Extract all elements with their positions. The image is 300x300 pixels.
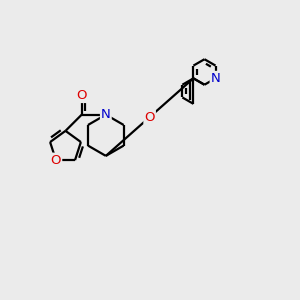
Text: O: O [144, 111, 155, 124]
Text: N: N [101, 108, 111, 121]
Text: N: N [211, 72, 220, 85]
Text: O: O [51, 154, 61, 167]
Text: O: O [76, 89, 87, 102]
